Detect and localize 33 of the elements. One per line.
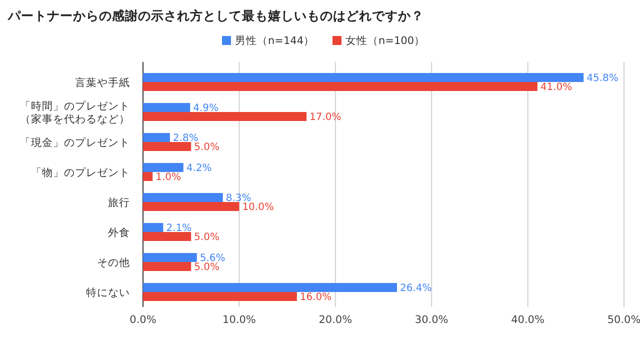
title: パートナーからの感謝の示され方として最も嬉しいものはどれですか？ xyxy=(8,8,424,23)
legend-label: 女性（n=100） xyxy=(346,35,425,47)
legend-label: 男性（n=144） xyxy=(235,35,314,47)
data-label: 45.8% xyxy=(586,73,618,84)
data-label: 10.0% xyxy=(242,202,274,213)
x-tick-label: 20.0% xyxy=(318,314,352,326)
data-label: 41.0% xyxy=(540,82,572,93)
data-label: 4.9% xyxy=(193,103,219,114)
x-tick-label: 50.0% xyxy=(607,314,640,326)
data-label: 2.8% xyxy=(172,133,198,144)
y-tick-label: 旅行 xyxy=(108,196,130,209)
y-tick-label: 外食 xyxy=(108,227,130,239)
data-label: 1.0% xyxy=(156,172,182,183)
y-tick-label: 「時間」のプレゼント（家事を代わるなど） xyxy=(20,100,130,126)
data-label: 5.0% xyxy=(194,262,220,273)
data-label: 2.1% xyxy=(166,223,192,234)
data-label: 5.6% xyxy=(200,253,226,264)
data-label: 5.0% xyxy=(194,142,220,153)
x-tick-label: 10.0% xyxy=(222,314,256,326)
x-tick-label: 30.0% xyxy=(414,314,448,326)
y-tick-label: 特にない xyxy=(86,287,130,299)
y-tick-label: 言葉や手紙 xyxy=(75,76,130,89)
y-tick-label: その他 xyxy=(97,257,130,269)
y-tick-label: 「現金」のプレゼント xyxy=(20,136,130,149)
data-label: 4.2% xyxy=(186,163,212,174)
data-label: 17.0% xyxy=(310,112,342,123)
y-tick-label: 「物」のプレゼント xyxy=(31,166,130,179)
x-tick-label: 0.0% xyxy=(130,314,156,326)
data-label: 8.3% xyxy=(226,193,252,204)
x-tick-label: 40.0% xyxy=(511,314,544,326)
data-label: 16.0% xyxy=(300,292,332,303)
data-label: 5.0% xyxy=(194,232,220,243)
data-label: 26.4% xyxy=(400,283,432,294)
